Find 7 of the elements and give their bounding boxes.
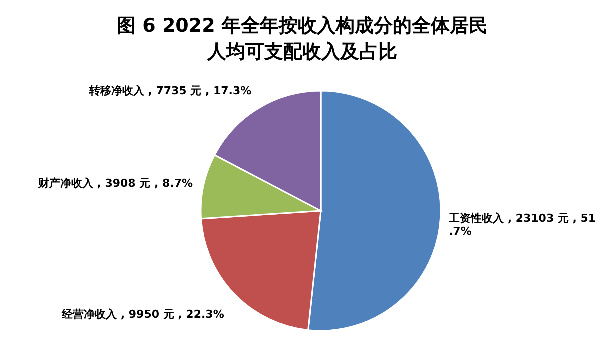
pie-slice — [308, 90, 442, 332]
slice-label: 财产净收入 , 3908 元 , 8.7% — [37, 177, 193, 190]
chart-title: 图 6 2022 年全年按收入构成分的全体居民人均可支配收入及占比 — [117, 15, 488, 63]
pie-slice — [200, 154, 322, 220]
slice-label: 经营净收入 , 9950 元 , 22.3% — [61, 308, 224, 321]
slice-label: 工资性收入 , 23103 元 , 51.7% — [448, 212, 596, 238]
slice-label: 转移净收入 , 7735 元 , 17.3% — [88, 84, 252, 98]
